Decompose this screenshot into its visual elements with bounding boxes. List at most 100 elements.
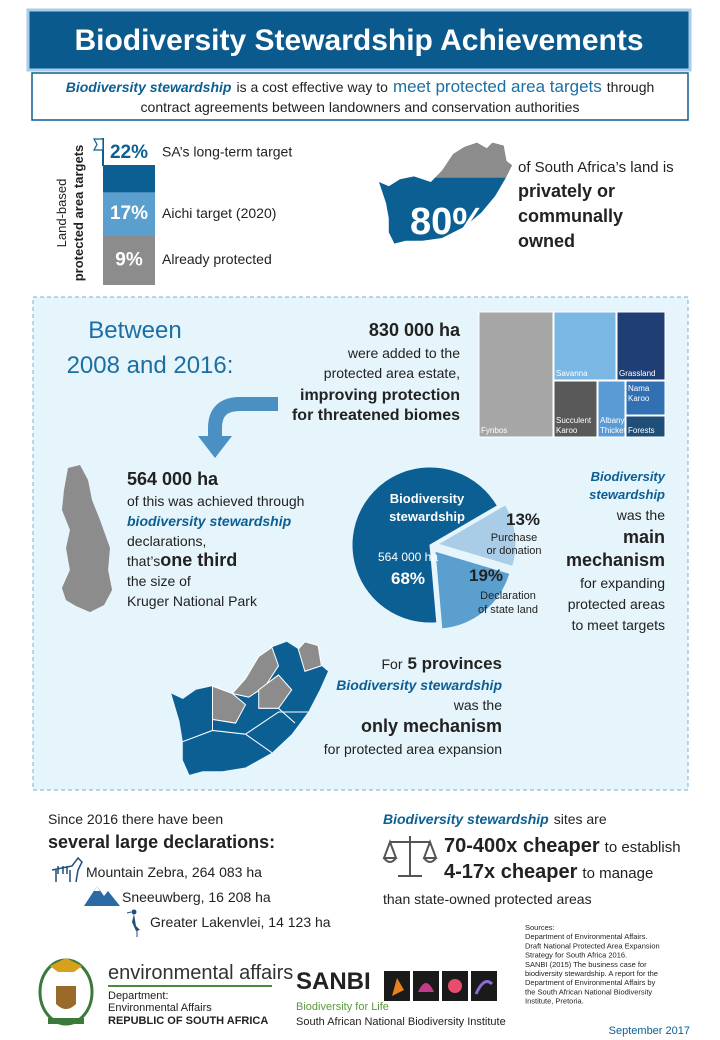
declaration: Mountain Zebra, 264 083 ha (86, 864, 262, 880)
scales-icon (382, 836, 438, 877)
provinces-text: was the (453, 697, 502, 713)
biome-label: Albany (600, 416, 624, 425)
arrow-head (198, 436, 232, 458)
pie-label: 13% (506, 510, 540, 529)
added-text: 830 000 ha (369, 320, 461, 340)
source-line: the South African National Biodiversity (525, 987, 652, 996)
cheaper-tail: than state-owned protected areas (383, 891, 592, 907)
dea-name: environmental affairs (108, 962, 293, 984)
bird-icon (126, 909, 140, 937)
target-bar (103, 235, 155, 285)
biome-label: Savanna (556, 369, 588, 378)
pie-label: stewardship (389, 509, 465, 524)
ownership-text: privately or (518, 181, 615, 201)
pie-label: Biodiversity (390, 491, 465, 506)
target-value: 22% (110, 142, 148, 163)
biome-cell (597, 380, 626, 438)
pie-label: 68% (391, 569, 425, 588)
dea-text: Environmental Affairs (108, 1002, 212, 1014)
cheaper-text: to establish (605, 839, 681, 856)
date: September 2017 (609, 1025, 690, 1037)
source-line: Sources: (525, 923, 555, 932)
stewardship-text: declarations, (127, 533, 206, 549)
biome-cell (616, 311, 666, 381)
biome-label: Grassland (619, 369, 655, 378)
pie-slice (351, 466, 499, 624)
cheaper-emph: 70-400x cheaper (444, 835, 600, 857)
source-line: Department of Environmental Affairs. (525, 932, 647, 941)
biome-label: Karoo (556, 426, 578, 435)
intro-line: Biodiversity stewardship is a cost effect… (66, 77, 655, 96)
dea-text: Department: (108, 990, 169, 1002)
mechanism-text: main (623, 527, 665, 547)
intro-text: through (607, 79, 654, 95)
since-text: Since 2016 there have been (48, 811, 223, 827)
province (231, 646, 280, 698)
pie-slice (434, 550, 511, 630)
ownership-value: 80% (410, 201, 486, 243)
dea-text: REPUBLIC OF SOUTH AFRICA (108, 1015, 268, 1027)
source-line: biodiversity stewardship. A report for t… (525, 969, 658, 978)
mechanism-text: mechanism (566, 550, 665, 570)
period-heading: Between (88, 317, 181, 344)
source-line: Strategy for South Africa 2016. (525, 951, 627, 960)
mechanism-text: to meet targets (572, 617, 665, 633)
intro-emph: Biodiversity stewardship (66, 79, 232, 95)
added-text: protected area estate, (324, 365, 460, 381)
mechanism-text: for expanding (580, 575, 665, 591)
provinces-text: For (382, 656, 403, 672)
intro-box (31, 72, 689, 121)
stewardship-text: of this was achieved through (127, 493, 304, 509)
biome-cell (553, 311, 617, 381)
target-bars: 22% SA’s long-term target 17% Aichi target … (103, 142, 292, 285)
mechanism-text: stewardship (589, 487, 665, 502)
declaration: Sneeuwberg, 16 208 ha (122, 889, 271, 905)
stewardship-text: 564 000 ha (127, 469, 219, 489)
added-text: improving protection (300, 387, 460, 404)
provinces-map (171, 641, 328, 775)
source-line: Draft National Protected Area Expansion (525, 941, 660, 950)
zebra-icon (51, 856, 83, 883)
biome-label: Forests (628, 426, 655, 435)
target-value: 9% (115, 249, 143, 270)
biome-cell (625, 415, 666, 438)
ownership-text: owned (518, 231, 575, 251)
cheaper-emph: 4-17x cheaper (444, 861, 578, 883)
pie-label: 564 000 ha (378, 550, 438, 564)
flag (92, 138, 104, 151)
intro-highlight: meet protected area targets (393, 77, 602, 96)
title: Biodiversity Stewardship Achievements (74, 24, 643, 57)
biome-label: Thicket (600, 426, 627, 435)
declaration: Greater Lakenvlei, 14 123 ha (150, 914, 331, 930)
stewardship-text: that’sone third (127, 550, 237, 570)
cheaper-text: sites are (554, 811, 607, 827)
ownership-text: communally (518, 206, 623, 226)
province (212, 685, 247, 724)
provinces-emph: 5 provinces (408, 654, 503, 673)
cheaper-text: to manage (582, 865, 653, 882)
cheaper-line: 4-17x cheaper to manage (444, 861, 653, 883)
province-border (182, 707, 309, 754)
target-label: Aichi target (2020) (162, 205, 276, 221)
mountain-icon (84, 886, 120, 906)
target-value: 17% (110, 203, 148, 224)
biome-cell (478, 311, 554, 438)
mechanism-text: protected areas (568, 596, 665, 612)
arrow (208, 397, 278, 438)
sanbi-icons (384, 971, 497, 1001)
biome-label: Fynbos (481, 426, 507, 435)
ownership-text: of South Africa’s land is (518, 159, 674, 176)
biome-label: Succulent (556, 416, 592, 425)
province (297, 641, 322, 672)
biome-cell (553, 380, 598, 438)
provinces-text: only mechanism (361, 716, 502, 736)
source-line: SANBI (2015) The business case for (525, 960, 647, 969)
pie-label: or donation (486, 545, 541, 557)
coat-of-arms (38, 958, 94, 1026)
stewardship-emph: one third (160, 550, 237, 570)
target-label: Already protected (162, 251, 272, 267)
mountain-snow (94, 886, 100, 891)
stewardship-text: the size of (127, 573, 191, 589)
added-text: were added to the (347, 345, 460, 361)
